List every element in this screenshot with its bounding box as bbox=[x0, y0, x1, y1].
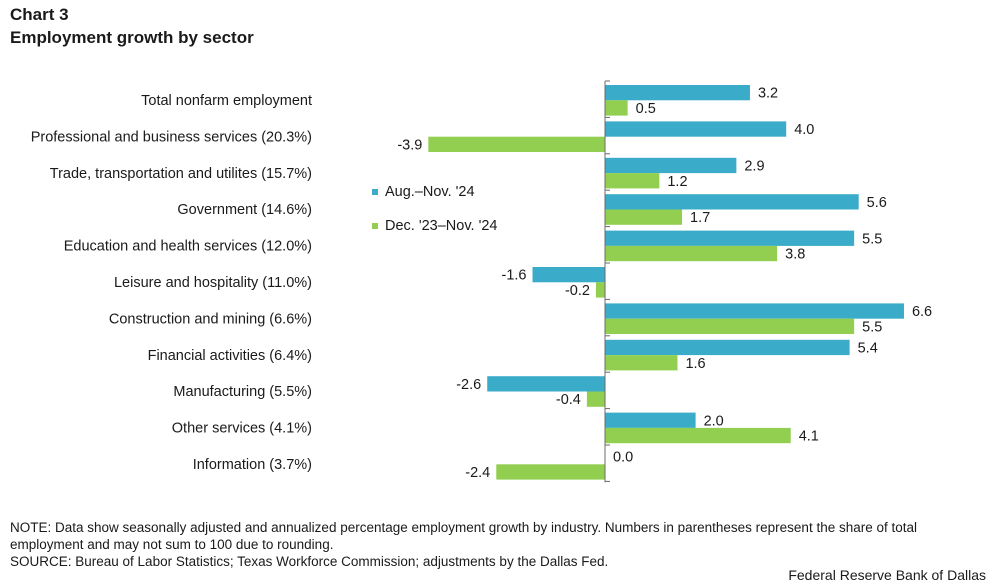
data-label: 0.0 bbox=[613, 450, 633, 466]
category-label: Information (3.7%) bbox=[193, 457, 312, 473]
data-label: 3.8 bbox=[785, 247, 805, 263]
legend-label: Dec. '23–Nov. '24 bbox=[385, 218, 497, 234]
bar-aug-nov-2024 bbox=[605, 157, 737, 174]
data-label: 4.0 bbox=[794, 122, 814, 138]
data-label: 5.5 bbox=[862, 231, 882, 247]
bar-aug-nov-2024 bbox=[605, 194, 859, 210]
bar-dec23-nov24 bbox=[605, 427, 791, 444]
bar-dec23-nov24 bbox=[605, 318, 855, 334]
data-label: 5.6 bbox=[867, 195, 887, 211]
data-label: -2.4 bbox=[465, 465, 490, 481]
bar-dec23-nov24 bbox=[595, 282, 605, 298]
chart-heading: Employment growth by sector bbox=[10, 28, 254, 47]
bar-aug-nov-2024 bbox=[605, 412, 696, 428]
chart-title: Chart 3 Employment growth by sector bbox=[10, 3, 254, 49]
data-label: -0.4 bbox=[556, 392, 581, 408]
category-label: Other services (4.1%) bbox=[172, 421, 312, 437]
chart-note: NOTE: Data show seasonally adjusted and … bbox=[10, 519, 985, 570]
legend-swatch bbox=[372, 223, 378, 229]
data-label: 1.6 bbox=[685, 356, 705, 372]
data-label: 0.5 bbox=[636, 101, 656, 117]
category-label: Leisure and hospitality (11.0%) bbox=[114, 275, 312, 291]
bar-dec23-nov24 bbox=[605, 173, 660, 189]
data-label: -3.9 bbox=[397, 137, 422, 153]
bar-dec23-nov24 bbox=[496, 464, 605, 480]
category-label: Professional and business services (20.3… bbox=[31, 129, 312, 145]
bar-dec23-nov24 bbox=[605, 245, 778, 262]
bar-aug-nov-2024 bbox=[605, 121, 787, 137]
data-label: -2.6 bbox=[456, 377, 481, 393]
bar-aug-nov-2024 bbox=[605, 230, 855, 246]
data-label: 6.6 bbox=[912, 304, 932, 320]
data-label: 2.0 bbox=[704, 413, 724, 429]
category-label: Trade, transportation and utilites (15.7… bbox=[50, 166, 312, 182]
category-label: Construction and mining (6.6%) bbox=[109, 311, 312, 327]
bar-aug-nov-2024 bbox=[605, 85, 750, 101]
data-label: -1.6 bbox=[502, 268, 527, 284]
bar-chart: Total nonfarm employment 3.2 0.5 Profession… bbox=[31, 80, 932, 483]
bar-aug-nov-2024 bbox=[605, 303, 904, 319]
category-label: Education and health services (12.0%) bbox=[64, 239, 312, 255]
bar-dec23-nov24 bbox=[605, 209, 683, 225]
legend-swatch bbox=[372, 189, 378, 195]
chart-number: Chart 3 bbox=[10, 5, 69, 24]
bar-dec23-nov24 bbox=[605, 355, 678, 371]
bar-aug-nov-2024 bbox=[605, 339, 850, 356]
publisher-credit: Federal Reserve Bank of Dallas bbox=[788, 567, 986, 583]
bar-dec23-nov24 bbox=[605, 100, 628, 116]
data-label: 1.7 bbox=[690, 210, 710, 226]
data-label: 2.9 bbox=[744, 158, 764, 174]
bar-dec23-nov24 bbox=[428, 136, 605, 152]
data-label: 3.2 bbox=[758, 86, 778, 102]
bar-aug-nov-2024 bbox=[532, 267, 605, 283]
bar-dec23-nov24 bbox=[586, 391, 605, 407]
data-label: -0.2 bbox=[565, 283, 590, 299]
data-label: 5.4 bbox=[858, 340, 878, 356]
data-label: 1.2 bbox=[667, 174, 687, 190]
data-label: 4.1 bbox=[799, 429, 819, 445]
data-label: 5.5 bbox=[862, 319, 882, 335]
category-label: Financial activities (6.4%) bbox=[148, 348, 312, 364]
legend-label: Aug.–Nov. '24 bbox=[385, 184, 475, 200]
note-text: NOTE: Data show seasonally adjusted and … bbox=[10, 520, 918, 552]
bar-aug-nov-2024 bbox=[487, 376, 605, 392]
category-label: Total nonfarm employment bbox=[141, 93, 312, 109]
source-text: SOURCE: Bureau of Labor Statistics; Texa… bbox=[10, 554, 609, 569]
category-label: Government (14.6%) bbox=[177, 202, 312, 218]
category-label: Manufacturing (5.5%) bbox=[173, 384, 312, 400]
